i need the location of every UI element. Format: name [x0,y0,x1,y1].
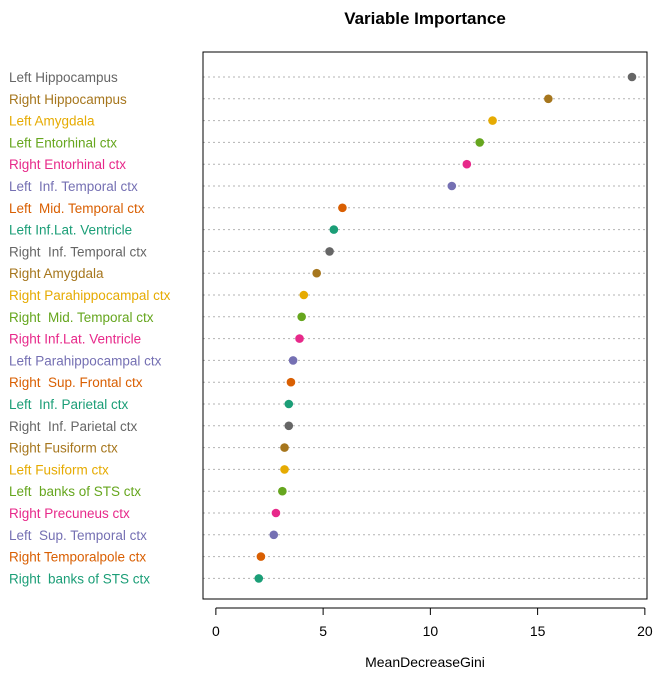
category-label: Right Fusiform ctx [9,441,118,456]
data-point [329,225,339,234]
data-point [284,421,294,431]
category-label: Left Amygdala [9,114,95,129]
x-axis-label: MeanDecreaseGini [365,654,485,670]
plot-frame [202,51,648,600]
x-tick-label: 0 [212,623,220,639]
category-label: Right Temporalpole ctx [9,550,146,565]
data-point [338,203,347,213]
data-point [312,268,321,278]
data-point [280,465,289,474]
category-label: Right banks of STS ctx [9,571,150,586]
category-label: Left Parahippocampal ctx [9,353,162,368]
data-point [544,94,553,104]
data-point [286,377,296,387]
category-label: Right Parahippocampal ctx [9,288,171,303]
category-label: Left Inf.Lat. Ventricle [9,223,132,238]
data-point [280,443,289,452]
data-point [462,159,472,169]
category-label: Left Mid. Temporal ctx [9,201,145,216]
category-label: Left Sup. Temporal ctx [9,528,147,543]
category-label: Left Inf. Parietal ctx [9,397,129,412]
category-label: Right Mid. Temporal ctx [9,310,154,325]
data-point [299,290,309,300]
x-tick-label: 10 [423,623,439,639]
x-tick-label: 5 [319,623,327,639]
data-point [254,574,264,583]
data-point [325,247,334,256]
category-label: Left Inf. Temporal ctx [9,179,138,194]
data-points [254,72,637,583]
data-point [297,312,306,322]
category-label: Right Inf.Lat. Ventricle [9,332,141,347]
category-label: Left banks of STS ctx [9,484,141,499]
x-tick-label: 15 [530,623,546,639]
data-point [488,116,497,125]
data-point [271,508,281,518]
category-label: Right Inf. Temporal ctx [9,244,147,259]
data-point [269,530,279,540]
x-tick-label: 20 [637,623,653,639]
data-point [256,552,266,561]
category-labels: Left Hippocampus Right Hippocampus Left Am… [9,70,171,586]
category-label: Right Sup. Frontal ctx [9,375,143,390]
data-point [475,138,484,147]
category-label: Right Inf. Parietal ctx [9,419,138,434]
data-point [284,399,294,409]
data-point [627,72,637,82]
category-label: Right Precuneus ctx [9,506,130,521]
x-axis: 0 5 10 15 20 [212,607,653,639]
chart-title: Variable Importance [344,9,506,28]
data-point [447,181,457,191]
category-label: Left Fusiform ctx [9,462,109,477]
data-point [295,334,304,343]
category-label: Left Hippocampus [9,70,118,85]
data-point [288,356,298,365]
category-label: Right Hippocampus [9,92,127,107]
category-label: Right Amygdala [9,266,104,281]
data-point [278,486,287,496]
category-label: Right Entorhinal ctx [9,157,126,172]
category-label: Left Entorhinal ctx [9,135,117,150]
grid-lines [203,76,647,579]
